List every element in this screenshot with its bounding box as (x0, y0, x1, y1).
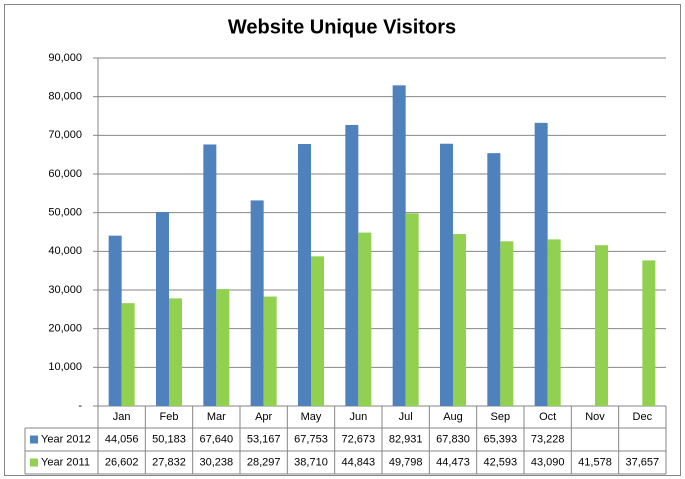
x-tick-label: Jul (399, 411, 413, 423)
y-tick-label: 30,000 (48, 284, 82, 296)
bar (440, 143, 453, 406)
bar (642, 260, 656, 406)
y-tick-label: 70,000 (48, 129, 82, 141)
y-tick-label: 10,000 (48, 361, 82, 373)
bar (108, 235, 122, 406)
y-tick-label: - (78, 400, 82, 412)
table-value: 67,830 (436, 433, 470, 445)
bar (216, 289, 230, 406)
chart-border (4, 4, 681, 476)
table-value: 53,167 (247, 433, 281, 445)
y-tick-label: 80,000 (48, 91, 82, 103)
legend-label: Year 2011 (41, 456, 90, 468)
bar (595, 245, 608, 406)
legend-swatch (30, 458, 38, 467)
x-tick-label: Jun (349, 411, 367, 423)
bar (500, 241, 514, 406)
table-value: 37,657 (626, 456, 660, 468)
x-tick-label: Apr (255, 411, 272, 423)
table-value: 65,393 (484, 433, 518, 445)
bar (547, 239, 561, 406)
table-value: 67,640 (200, 433, 234, 445)
table-value: 27,832 (152, 456, 186, 468)
table-value: 30,238 (200, 456, 234, 468)
y-tick-label: 50,000 (48, 207, 82, 219)
x-tick-label: Sep (491, 411, 511, 423)
y-tick-label: 60,000 (48, 168, 82, 180)
x-tick-label: Aug (443, 411, 463, 423)
table-value: 44,843 (342, 456, 376, 468)
bar (203, 144, 217, 406)
bar (250, 200, 264, 406)
table-value: 43,090 (531, 456, 565, 468)
table-value: 26,602 (105, 456, 139, 468)
bar (121, 303, 135, 406)
x-tick-label: Mar (207, 411, 226, 423)
x-tick-label: Dec (633, 411, 653, 423)
table-value: 44,473 (436, 456, 470, 468)
legend-swatch (30, 435, 38, 444)
bar (156, 211, 169, 406)
table-value: 50,183 (152, 433, 186, 445)
bar (345, 124, 359, 406)
table-value: 28,297 (247, 456, 281, 468)
y-tick-label: 90,000 (48, 52, 82, 64)
bar (453, 234, 466, 406)
bar (487, 153, 501, 406)
y-tick-label: 20,000 (48, 323, 82, 335)
bar (169, 298, 182, 406)
x-tick-label: Nov (585, 411, 605, 423)
bar (263, 296, 277, 406)
bar (311, 256, 324, 406)
table-value: 67,753 (294, 433, 328, 445)
chart-title: Website Unique Visitors (228, 16, 456, 38)
table-value: 72,673 (342, 433, 376, 445)
legend-label: Year 2012 (41, 433, 91, 445)
bar (405, 213, 419, 406)
x-tick-label: Oct (539, 411, 556, 423)
table-value: 38,710 (294, 456, 328, 468)
table-value: 44,056 (105, 433, 139, 445)
bar (298, 144, 311, 406)
x-tick-label: Jan (113, 411, 131, 423)
bar (392, 85, 406, 406)
x-tick-label: Feb (160, 411, 179, 423)
bar (534, 122, 548, 406)
table-value: 49,798 (389, 456, 423, 468)
table-value: 41,578 (578, 456, 612, 468)
bar (358, 232, 372, 406)
table-value: 73,228 (531, 433, 565, 445)
table-value: 82,931 (389, 433, 423, 445)
x-tick-label: May (301, 411, 322, 423)
table-value: 42,593 (484, 456, 518, 468)
y-tick-label: 40,000 (48, 245, 82, 257)
